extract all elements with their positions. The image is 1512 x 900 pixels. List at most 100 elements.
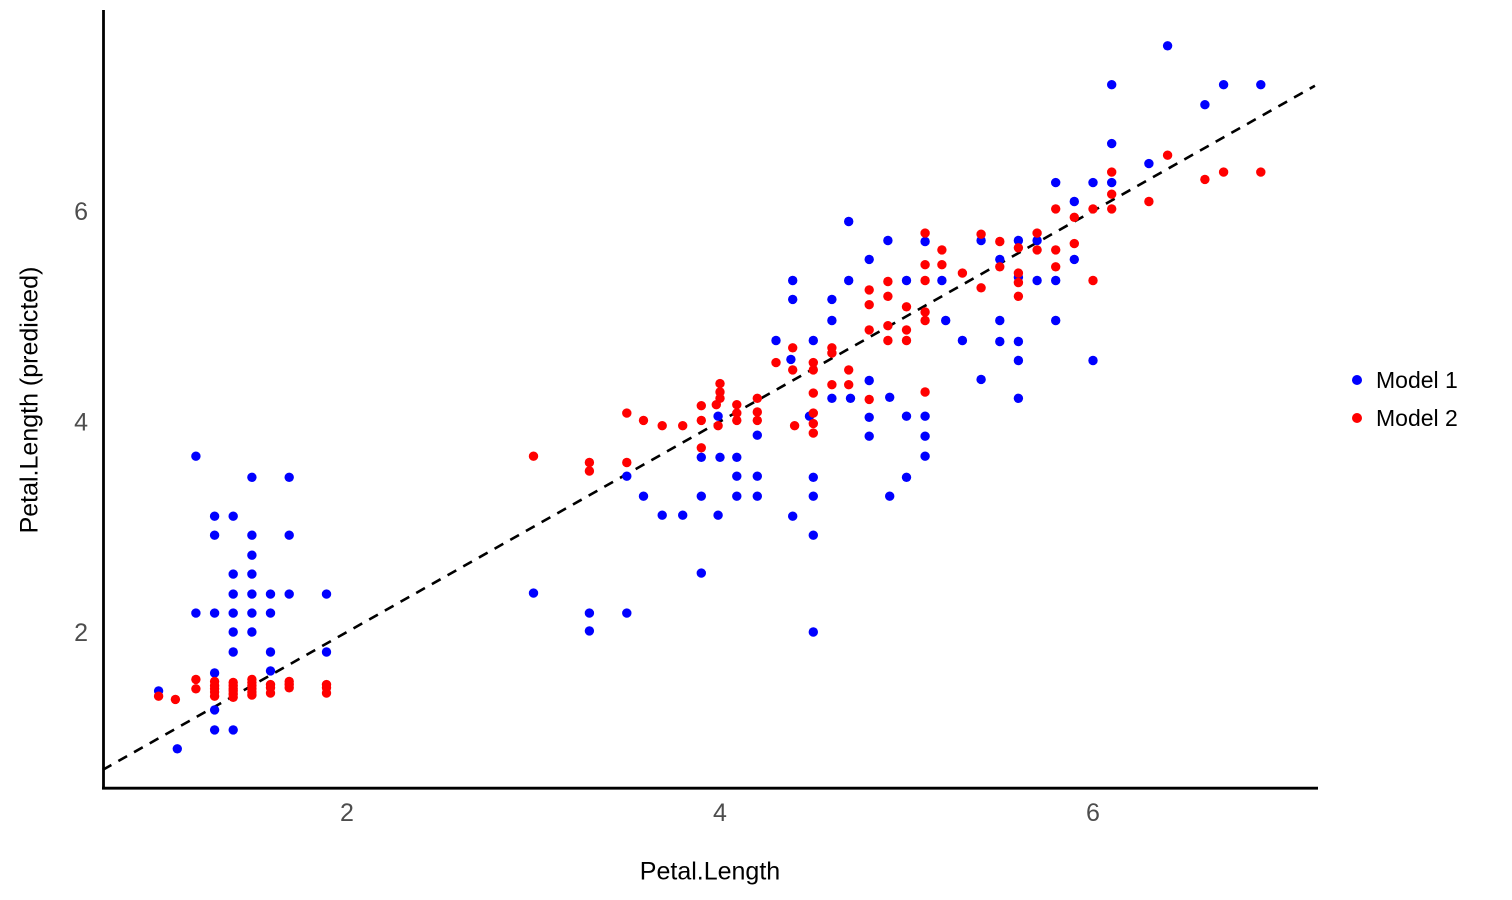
data-point-model-2: [883, 321, 893, 331]
data-point-model-1: [1144, 158, 1154, 169]
data-point-model-2: [584, 457, 595, 468]
data-point-model-1: [247, 569, 257, 579]
data-point-model-1: [191, 451, 201, 461]
data-point-model-1: [808, 627, 818, 637]
data-point-model-1: [321, 589, 332, 599]
data-point-model-1: [265, 647, 276, 657]
data-point-model-1: [584, 626, 595, 636]
data-point-model-2: [920, 260, 930, 270]
data-point-model-1: [209, 511, 220, 521]
data-point-model-1: [696, 568, 706, 578]
data-point-model-2: [715, 393, 725, 403]
data-point-model-2: [789, 421, 800, 431]
data-point-model-1: [883, 235, 893, 246]
data-point-model-1: [228, 647, 238, 657]
data-point-model-1: [901, 472, 912, 482]
data-point-model-2: [920, 307, 930, 317]
data-point-model-2: [808, 365, 818, 375]
data-point-model-2: [808, 388, 818, 398]
data-point-model-2: [732, 400, 742, 410]
data-point-model-1: [844, 216, 854, 227]
data-point-model-1: [920, 236, 930, 247]
data-point-model-1: [844, 275, 854, 286]
data-point-model-1: [752, 430, 762, 440]
data-point-model-1: [937, 275, 947, 286]
data-point-model-1: [1107, 80, 1117, 90]
data-point-model-1: [228, 569, 238, 579]
data-point-model-2: [1013, 268, 1024, 278]
data-point-model-1: [808, 491, 818, 501]
data-point-model-1: [696, 452, 706, 462]
data-point-model-1: [715, 452, 725, 462]
data-point-model-1: [864, 254, 874, 265]
data-point-model-2: [1107, 204, 1117, 214]
data-point-model-2: [827, 348, 837, 358]
data-point-model-1: [1088, 355, 1098, 366]
data-point-model-2: [1013, 243, 1024, 253]
data-point-model-2: [844, 365, 854, 375]
data-point-model-1: [1013, 235, 1024, 246]
data-point-model-1: [957, 335, 968, 346]
data-point-model-2: [937, 260, 947, 270]
data-point-model-2: [995, 236, 1005, 247]
y-tick-label: 2: [74, 619, 88, 647]
data-point-model-2: [584, 466, 595, 476]
data-point-model-1: [1051, 177, 1061, 188]
data-point-model-1: [752, 491, 762, 501]
data-point-model-1: [920, 451, 930, 461]
data-point-model-2: [771, 357, 781, 368]
data-point-model-1: [827, 315, 837, 326]
data-point-model-2: [1032, 228, 1042, 238]
data-point-model-1: [1107, 138, 1117, 149]
data-point-model-2: [883, 291, 893, 301]
data-point-model-2: [901, 325, 912, 335]
data-point-model-1: [247, 472, 257, 482]
data-point-model-2: [1032, 245, 1042, 255]
legend-label-model-2: Model 2: [1376, 405, 1458, 431]
data-point-model-2: [228, 692, 238, 702]
data-point-model-2: [883, 276, 893, 287]
data-point-model-1: [622, 471, 632, 481]
data-point-model-2: [808, 418, 818, 429]
data-point-model-2: [1218, 167, 1229, 177]
data-point-model-1: [901, 275, 912, 286]
data-point-model-2: [696, 415, 706, 426]
data-point-model-1: [265, 589, 276, 599]
data-point-model-2: [715, 378, 725, 389]
data-point-model-2: [622, 457, 632, 468]
data-point-model-2: [957, 268, 968, 278]
data-point-model-1: [228, 725, 238, 735]
data-point-model-1: [885, 491, 895, 501]
data-point-model-2: [1051, 262, 1061, 272]
data-point-model-1: [247, 550, 257, 560]
data-point-model-2: [752, 393, 762, 403]
data-point-model-2: [920, 387, 930, 397]
data-point-model-1: [584, 608, 595, 618]
data-point-model-2: [808, 408, 818, 418]
data-point-model-2: [528, 451, 539, 461]
data-point-model-1: [920, 411, 930, 421]
data-point-model-1: [1051, 315, 1061, 326]
data-point-model-2: [920, 315, 930, 326]
data-point-model-2: [864, 394, 874, 405]
data-point-model-2: [678, 421, 688, 431]
data-point-model-2: [920, 275, 930, 286]
data-point-model-1: [1032, 275, 1042, 286]
data-point-model-1: [1013, 393, 1024, 403]
x-tick-label: 4: [713, 799, 727, 827]
data-point-model-2: [808, 357, 818, 368]
data-point-model-2: [1013, 291, 1024, 301]
data-point-model-1: [209, 608, 220, 618]
data-point-model-1: [247, 608, 257, 618]
data-point-model-1: [209, 725, 220, 735]
data-point-model-2: [1088, 204, 1098, 214]
data-point-model-1: [191, 608, 201, 618]
data-point-model-2: [657, 421, 667, 431]
x-axis-title: Petal.Length: [639, 857, 781, 886]
data-point-model-2: [827, 380, 837, 390]
x-tick-label: 6: [1086, 799, 1100, 827]
data-point-model-1: [1088, 177, 1098, 188]
data-point-model-1: [228, 608, 238, 618]
data-point-model-1: [247, 627, 257, 637]
